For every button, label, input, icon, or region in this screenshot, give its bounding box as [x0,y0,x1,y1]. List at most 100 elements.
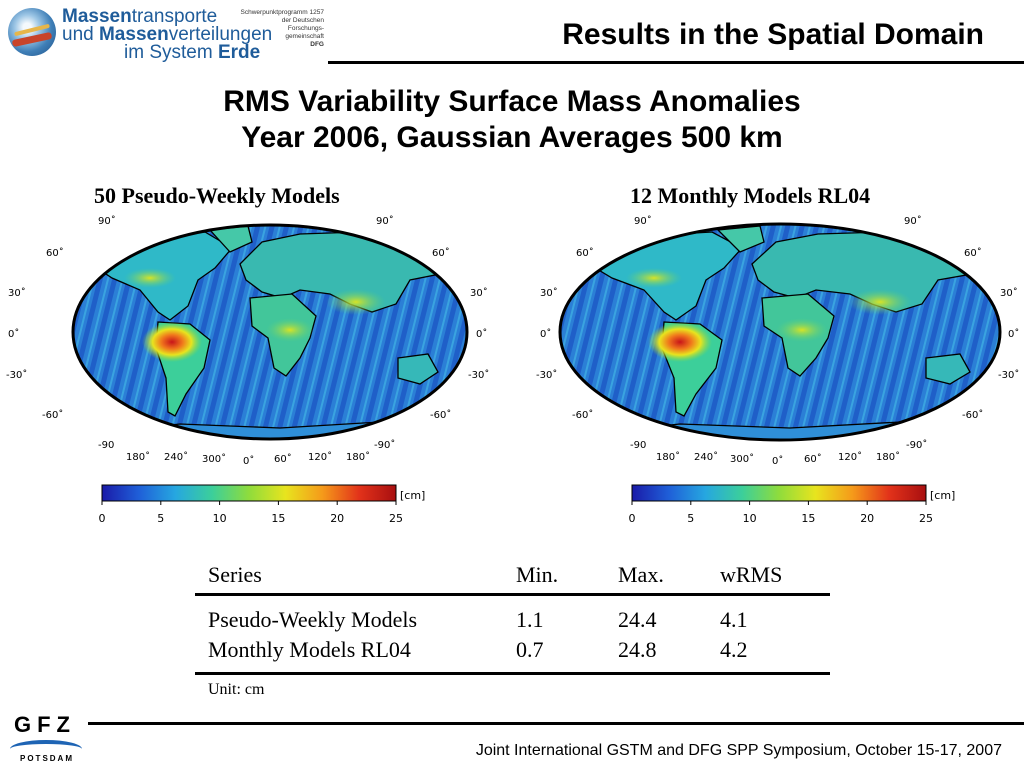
footer-text: Joint International GSTM and DFG SPP Sym… [475,742,1002,759]
australia [925,353,971,385]
slide-header-title: Results in the Spatial Domain [562,18,984,51]
lat-label-left-30: 30˚ [540,287,558,299]
colorbar-tick-label: 0 [99,512,106,525]
lat-label-right-60: 60˚ [964,247,982,259]
lat-label-left-m90: -90 [630,440,646,451]
lat-label-right-30: 30˚ [470,287,488,299]
lon-label-180e: 180˚ [346,451,370,463]
lat-label-left-m60: -60˚ [572,409,593,421]
lat-label-right-m90: -90˚ [374,439,395,451]
lat-label-left-90: 90˚ [98,215,116,227]
lat-label-right-m60: -60˚ [962,409,983,421]
colorbar-gradient [631,484,927,502]
table-cell: 24.4 [618,607,657,632]
massentransporte-logo: Massentransporte und Massenverteilungen … [0,0,328,64]
lat-label-right-30: 30˚ [1000,287,1018,299]
logo-line-2: und Massenverteilungen [62,24,273,45]
footer-divider [88,722,1024,725]
lon-label-60: 60˚ [804,453,822,465]
main-title-line-1: RMS Variability Surface Mass Anomalies [223,85,801,118]
lat-label-left-m30: -30˚ [536,369,557,381]
lat-label-left-m90: -90 [98,440,114,451]
right-rms-map: 90˚ 60˚ 30˚ 0˚ -30˚ -60˚ -90 90˚ 60˚ 30˚… [536,215,1019,467]
lon-label-300: 300˚ [730,453,754,465]
main-title: RMS Variability Surface Mass Anomalies Y… [0,84,1024,156]
gfz-arc-icon [10,740,82,758]
table-header-rule [195,593,830,596]
left-map-title: 50 Pseudo-Weekly Models [94,183,340,208]
colorbar-tick-label: 10 [213,512,227,525]
colorbar-tick-label: 15 [801,512,815,525]
lon-label-240: 240˚ [694,451,718,463]
colorbar-gradient [101,484,397,502]
gfz-potsdam: POTSDAM [20,754,74,763]
colorbar-tick-label: 25 [389,512,403,525]
table-cell: 1.1 [516,607,544,632]
lon-label-180w: 180˚ [656,451,680,463]
lat-label-right-m30: -30˚ [998,369,1019,381]
colorbar-tick-label: 20 [860,512,874,525]
lat-label-right-m60: -60˚ [430,409,451,421]
table-cell: 24.8 [618,637,657,662]
lat-label-left-90: 90˚ [634,215,652,227]
table-cell: Monthly Models RL04 [208,637,411,662]
colorbar-tick-label: 5 [157,512,164,525]
lon-label-300: 300˚ [202,453,226,465]
colorbar-tick-label: 15 [271,512,285,525]
lat-label-left-60: 60˚ [46,247,64,259]
colorbar-ticks: 0 5 10 15 20 25 [99,501,403,525]
lat-label-right-90: 90˚ [376,215,394,227]
table-header-min: Min. [516,562,559,587]
lat-label-left-0: 0˚ [8,328,19,340]
colorbar-tick-label: 0 [629,512,636,525]
lon-label-120: 120˚ [838,451,862,463]
lat-label-right-m30: -30˚ [468,369,489,381]
table-cell: 0.7 [516,637,544,662]
colorbar-tick-label: 10 [743,512,757,525]
right-map-title: 12 Monthly Models RL04 [630,183,871,208]
colorbar-unit: [cm] [930,489,955,502]
lat-label-left-m30: -30˚ [6,369,27,381]
table-unit-note: Unit: cm [208,681,265,698]
lon-label-0: 0˚ [243,455,254,467]
lat-label-left-m60: -60˚ [42,409,63,421]
left-rms-map: 90˚ 60˚ 30˚ 0˚ -30˚ -60˚ -90 90˚ 60˚ 30˚… [6,215,489,467]
lat-label-left-30: 30˚ [8,287,26,299]
lat-label-right-60: 60˚ [432,247,450,259]
lat-label-left-0: 0˚ [540,328,551,340]
header-divider [328,61,1024,64]
lon-label-120: 120˚ [308,451,332,463]
table-bottom-rule [195,672,830,675]
table-header-series: Series [208,562,262,587]
lat-label-right-m90: -90˚ [906,439,927,451]
lon-label-60: 60˚ [274,453,292,465]
spp-label: Schwerpunktprogramm 1257 der Deutschen F… [240,9,324,48]
lon-label-180w: 180˚ [126,451,150,463]
lat-label-left-60: 60˚ [576,247,594,259]
gfz-logo: GFZ POTSDAM [10,712,86,764]
right-colorbar: [cm] 0 5 10 15 20 25 [629,484,955,525]
greenland [716,225,765,253]
table-cell: 4.1 [720,607,748,632]
lon-label-240: 240˚ [164,451,188,463]
colorbar-tick-label: 5 [687,512,694,525]
lon-label-0: 0˚ [772,455,783,467]
left-colorbar: [cm] 0 5 10 15 20 25 [99,484,425,525]
gfz-letters: GFZ [14,712,76,737]
lat-label-right-0: 0˚ [476,328,487,340]
table-cell: 4.2 [720,637,748,662]
main-title-line-2: Year 2006, Gaussian Averages 500 km [241,121,783,154]
logo-line-1: Massentransporte [62,6,218,27]
australia [397,353,439,385]
colorbar-unit: [cm] [400,489,425,502]
colorbar-tick-label: 25 [919,512,933,525]
colorbar-tick-label: 20 [330,512,344,525]
table-cell: Pseudo-Weekly Models [208,607,418,632]
table-header-max: Max. [618,562,664,587]
lat-label-right-0: 0˚ [1008,328,1019,340]
lon-label-180e: 180˚ [876,451,900,463]
colorbar-ticks: 0 5 10 15 20 25 [629,501,933,525]
lat-label-right-90: 90˚ [904,215,922,227]
globe-logo-icon [8,8,56,56]
table-header-wrms: wRMS [720,562,783,587]
